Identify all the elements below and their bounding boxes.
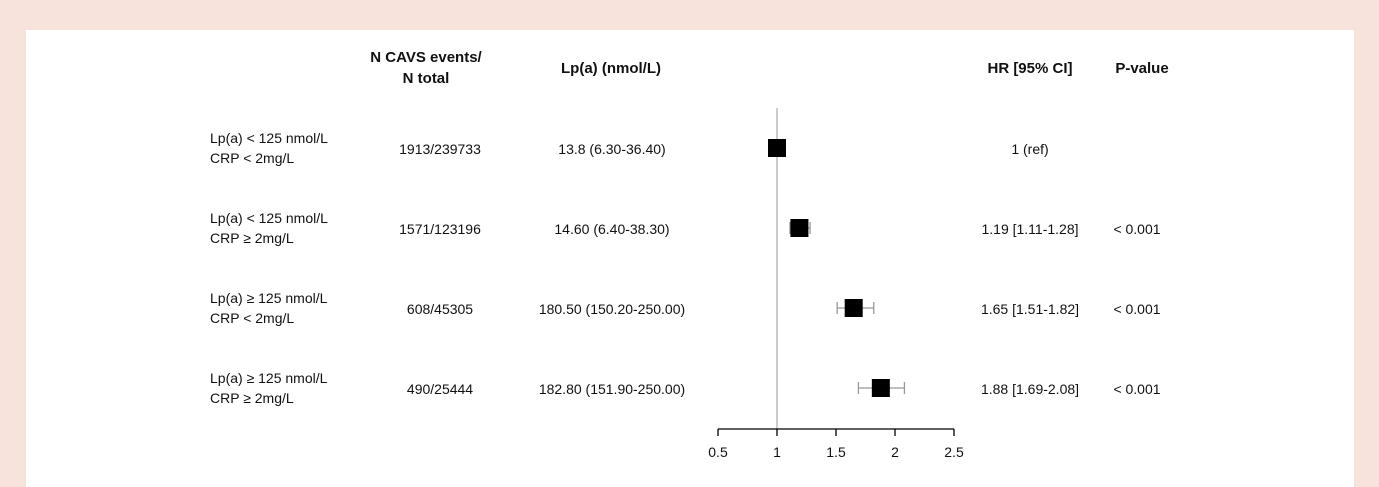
row-label-line2: CRP < 2mg/L [210, 310, 295, 326]
row-hr: 1.65 [1.51-1.82] [980, 301, 1080, 317]
header-lpa: Lp(a) (nmol/L) [561, 60, 661, 77]
row-lpa: 13.8 (6.30-36.40) [558, 141, 666, 157]
row-label-line2: CRP < 2mg/L [210, 150, 295, 166]
row-hr: 1 (ref) [1011, 141, 1049, 157]
row-hr: 1.88 [1.69-2.08] [980, 381, 1080, 397]
row-label-line1: Lp(a) ≥ 125 nmol/L [210, 370, 328, 386]
row-label-line1: Lp(a) < 125 nmol/L [210, 130, 328, 146]
row-pvalue: < 0.001 [1113, 221, 1161, 237]
row-lpa: 180.50 (150.20-250.00) [538, 301, 686, 317]
row-events: 490/25444 [406, 381, 474, 397]
row-label: Lp(a) < 125 nmol/L CRP ≥ 2mg/L [210, 208, 328, 248]
row-label-line1: Lp(a) < 125 nmol/L [210, 210, 328, 226]
row-events: 608/45305 [406, 301, 474, 317]
row-lpa: 14.60 (6.40-38.30) [554, 221, 670, 237]
row-label-line2: CRP ≥ 2mg/L [210, 230, 294, 246]
header-pvalue: P-value [1115, 60, 1169, 77]
row-label-line2: CRP ≥ 2mg/L [210, 390, 294, 406]
row-label: Lp(a) < 125 nmol/L CRP < 2mg/L [210, 128, 328, 168]
header-events-line1: N CAVS events/ [370, 49, 482, 66]
row-label: Lp(a) ≥ 125 nmol/L CRP ≥ 2mg/L [210, 368, 327, 408]
hr-point-marker [844, 299, 863, 317]
hr-point-marker [871, 379, 890, 397]
x-tick-label: 0.5 [708, 444, 728, 460]
row-pvalue: < 0.001 [1113, 381, 1161, 397]
header-events: N CAVS events/ N total [356, 47, 496, 89]
x-tick-label: 2 [891, 444, 899, 460]
forest-plot: 0.5 1 1.5 2 2.5 [708, 108, 964, 460]
row-events: 1913/239733 [399, 141, 481, 157]
x-tick-label: 1 [773, 444, 781, 460]
row-hr: 1.19 [1.11-1.28] [981, 221, 1079, 237]
x-tick-label: 1.5 [826, 444, 846, 460]
row-pvalue: < 0.001 [1113, 301, 1161, 317]
row-label: Lp(a) ≥ 125 nmol/L CRP < 2mg/L [210, 288, 327, 328]
hr-point-marker [790, 219, 809, 237]
forest-plot-panel: N CAVS events/ N total Lp(a) (nmol/L) HR… [26, 30, 1354, 487]
row-lpa: 182.80 (151.90-250.00) [538, 381, 686, 397]
header-hr: HR [95% CI] [987, 60, 1073, 77]
x-tick-label: 2.5 [944, 444, 964, 460]
row-events: 1571/123196 [399, 221, 481, 237]
row-label-line1: Lp(a) ≥ 125 nmol/L [210, 290, 328, 306]
hr-point-marker [768, 139, 786, 157]
header-events-line2: N total [402, 70, 450, 87]
